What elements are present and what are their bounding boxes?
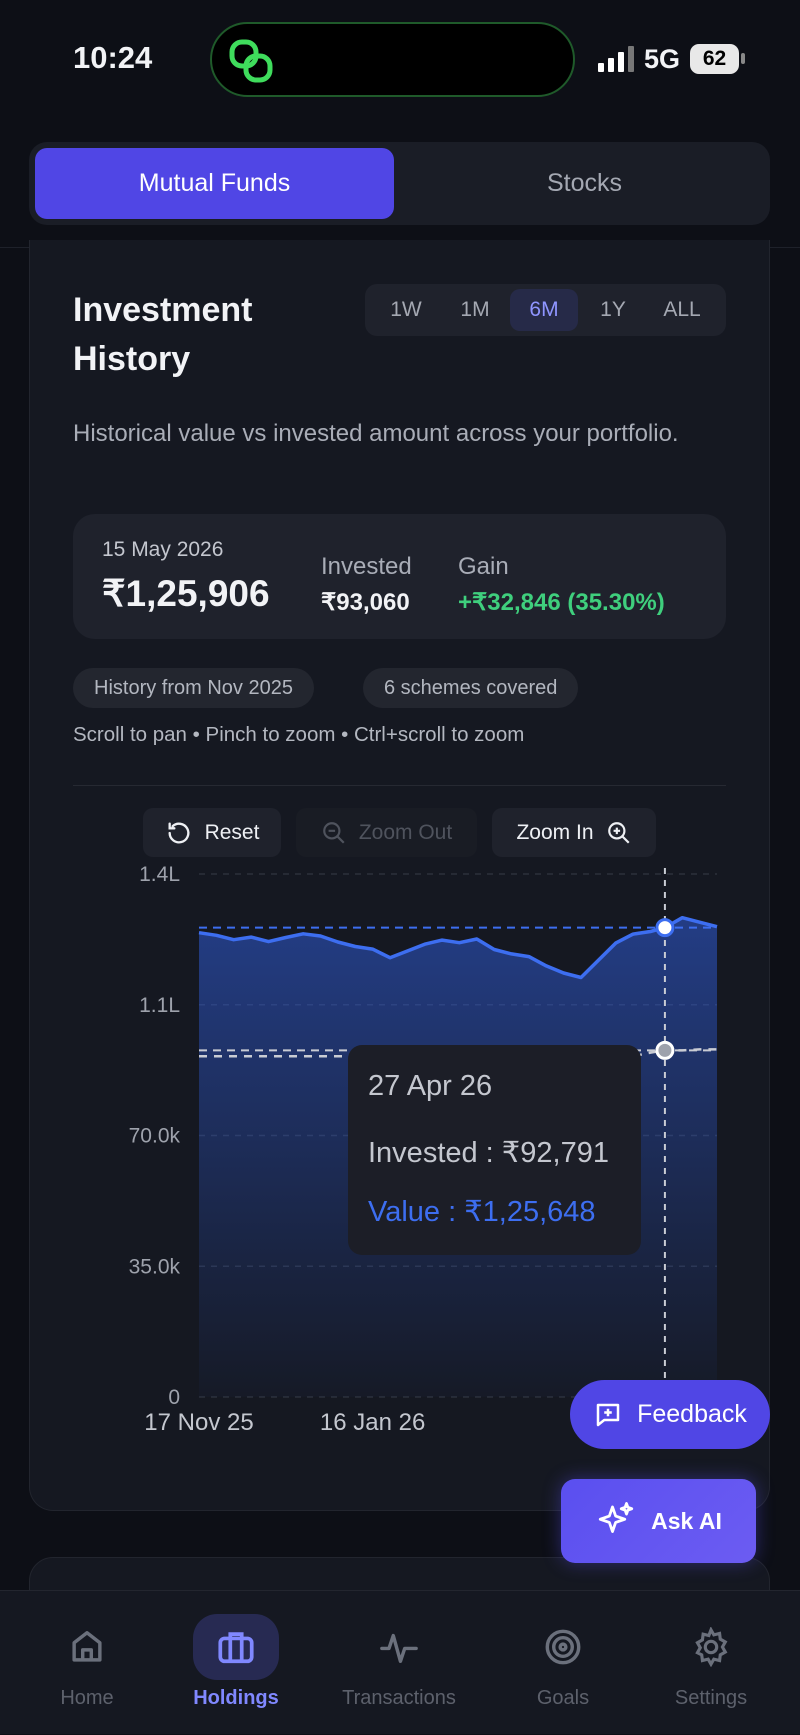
tooltip-value: Value : ₹1,25,648 xyxy=(368,1196,596,1228)
y-tick-label: 35.0k xyxy=(129,1255,181,1278)
tab[interactable]: Stocks xyxy=(546,169,623,197)
x-tick-label: 17 Nov 25 xyxy=(144,1409,253,1436)
hover-point xyxy=(655,918,675,938)
clock: 10:24 xyxy=(73,40,153,75)
nav-label: Settings xyxy=(674,1687,748,1709)
hint: Scroll to pan • Pinch to zoom • Ctrl+scr… xyxy=(73,723,525,746)
dynamic-island xyxy=(210,22,575,97)
chip: History from Nov 2025 xyxy=(73,668,314,708)
nav-icon xyxy=(668,1614,754,1680)
battery: 62 xyxy=(690,44,739,74)
y-tick-label: 1.1L xyxy=(139,994,180,1017)
nav-icon xyxy=(44,1614,130,1680)
segmented-tabs: Mutual Funds Stocks xyxy=(29,142,770,225)
tooltip-invested: Invested : ₹92,791 xyxy=(368,1137,609,1169)
nav-label: Home xyxy=(60,1687,114,1709)
range-option[interactable]: ALL xyxy=(663,298,701,321)
range-option[interactable]: 1Y xyxy=(600,298,626,321)
icon xyxy=(218,1632,254,1664)
invested-value: ₹93,060 xyxy=(321,589,410,616)
tab[interactable]: Mutual Funds xyxy=(35,148,394,219)
zoom-in-icon xyxy=(607,821,630,844)
nav-item[interactable]: Transactions xyxy=(319,1591,479,1735)
tooltip: 27 Apr 26 Invested : ₹92,791 Value : ₹1,… xyxy=(348,1045,641,1255)
nav-icon xyxy=(356,1614,442,1680)
hover-point xyxy=(655,1040,675,1060)
x-tick-label: 16 Jan 26 xyxy=(320,1409,425,1436)
y-tick-label: 1.4L xyxy=(139,863,180,886)
feedback-button[interactable]: Feedback xyxy=(570,1380,770,1449)
icon xyxy=(380,1633,418,1663)
button-label: Reset xyxy=(204,820,260,844)
chip: 6 schemes covered xyxy=(363,668,579,708)
fab-label: Ask AI xyxy=(651,1507,722,1534)
zoom-out-button[interactable]: Zoom Out xyxy=(296,808,477,857)
zoom-in-button[interactable]: Zoom In xyxy=(492,808,656,857)
sparkle-icon xyxy=(598,1502,634,1533)
icon xyxy=(695,1627,728,1667)
battery-cap xyxy=(741,53,745,64)
nav-label: Goals xyxy=(536,1687,590,1709)
card-subtitle: Historical value vs invested amount acro… xyxy=(73,420,679,447)
zoom-out-icon xyxy=(322,821,345,844)
nav-item[interactable]: Holdings xyxy=(156,1591,316,1735)
summary-box: 15 May 2026 ₹1,25,906 Invested ₹93,060 G… xyxy=(73,514,726,639)
button-label: Zoom Out xyxy=(358,820,453,844)
network: 5G xyxy=(644,44,681,74)
nav-item[interactable]: Home xyxy=(7,1591,167,1735)
reset-icon xyxy=(168,822,190,844)
gain-value: +₹32,846 (35.30%) xyxy=(458,589,665,616)
summary-date: 15 May 2026 xyxy=(102,538,224,561)
tooltip-date: 27 Apr 26 xyxy=(368,1070,493,1102)
range-option[interactable]: 1W xyxy=(390,298,422,321)
value-line xyxy=(198,915,718,980)
y-tick-label: 0 xyxy=(168,1386,180,1409)
icon xyxy=(545,1629,581,1665)
button-label: Zoom In xyxy=(516,820,594,844)
range-selector: 1W 1M 6M 1Y ALL xyxy=(365,284,726,336)
gain-label: Gain xyxy=(458,553,509,580)
nav-icon xyxy=(520,1614,606,1680)
ask-ai-button[interactable]: Ask AI xyxy=(561,1479,756,1563)
reset-button[interactable]: Reset xyxy=(143,808,281,857)
fab-label: Feedback xyxy=(637,1400,747,1428)
nav-item[interactable]: Goals xyxy=(483,1591,643,1735)
nav-label: Holdings xyxy=(193,1687,279,1709)
y-tick-label: 70.0k xyxy=(129,1125,181,1148)
nav-label: Transactions xyxy=(342,1687,456,1709)
icon xyxy=(72,1631,102,1662)
bottom-nav: Home Holdings Transactions Goals Settings xyxy=(0,1590,800,1734)
card-title: Investment History xyxy=(73,291,253,378)
range-option[interactable]: 1M xyxy=(460,298,490,321)
invested-label: Invested xyxy=(321,553,412,580)
nav-item[interactable]: Settings xyxy=(631,1591,791,1735)
summary-value: ₹1,25,906 xyxy=(102,573,270,614)
divider xyxy=(73,785,726,786)
signal-icon xyxy=(598,46,634,72)
nav-icon xyxy=(193,1614,279,1680)
app-logo xyxy=(229,39,273,83)
range-option[interactable]: 6M xyxy=(510,289,578,331)
feedback-icon xyxy=(596,1403,620,1426)
